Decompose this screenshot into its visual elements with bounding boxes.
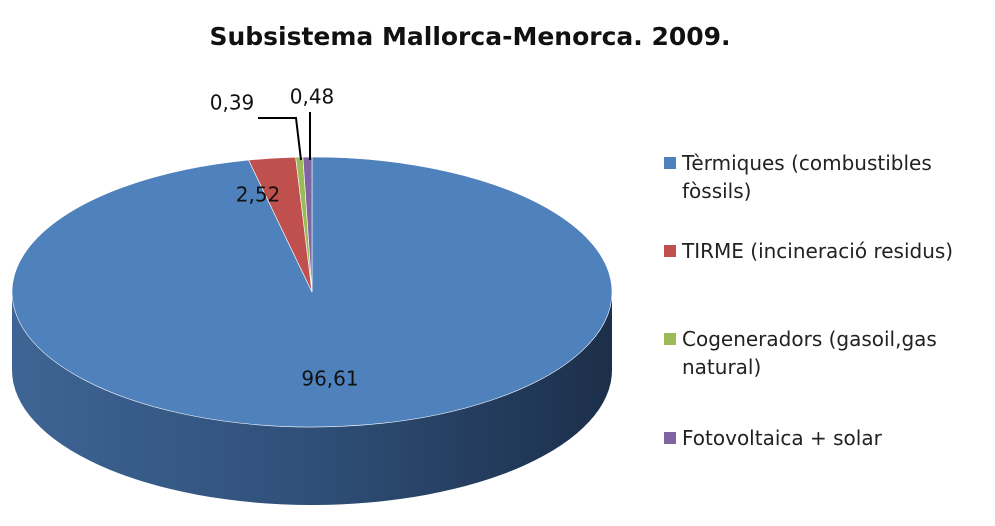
legend-item: Cogeneradors (gasoil,gas natural) [664, 325, 984, 381]
legend-swatch [664, 432, 676, 444]
legend-label: Cogeneradors (gasoil,gas natural) [682, 327, 937, 379]
chart-title: Subsistema Mallorca-Menorca. 2009. [209, 22, 730, 51]
data-label: 2,52 [236, 183, 281, 207]
legend-label: TIRME (incineració residus) [682, 239, 954, 263]
legend-swatch [664, 157, 676, 169]
legend-swatch [664, 333, 676, 345]
legend-item: TIRME (incineració residus) [664, 237, 984, 265]
leader-line [258, 117, 302, 161]
data-label: 96,61 [301, 367, 358, 391]
legend-label: Fotovoltaica + solar [682, 426, 882, 450]
legend-swatch [664, 245, 676, 257]
data-label: 0,39 [210, 91, 255, 115]
legend-item: Fotovoltaica + solar [664, 424, 984, 452]
data-label: 0,48 [290, 85, 335, 109]
legend-item: Tèrmiques (combustibles fòssils) [664, 149, 984, 205]
legend-label: Tèrmiques (combustibles fòssils) [682, 151, 932, 203]
slice-side [12, 292, 612, 505]
slice [302, 156, 313, 293]
